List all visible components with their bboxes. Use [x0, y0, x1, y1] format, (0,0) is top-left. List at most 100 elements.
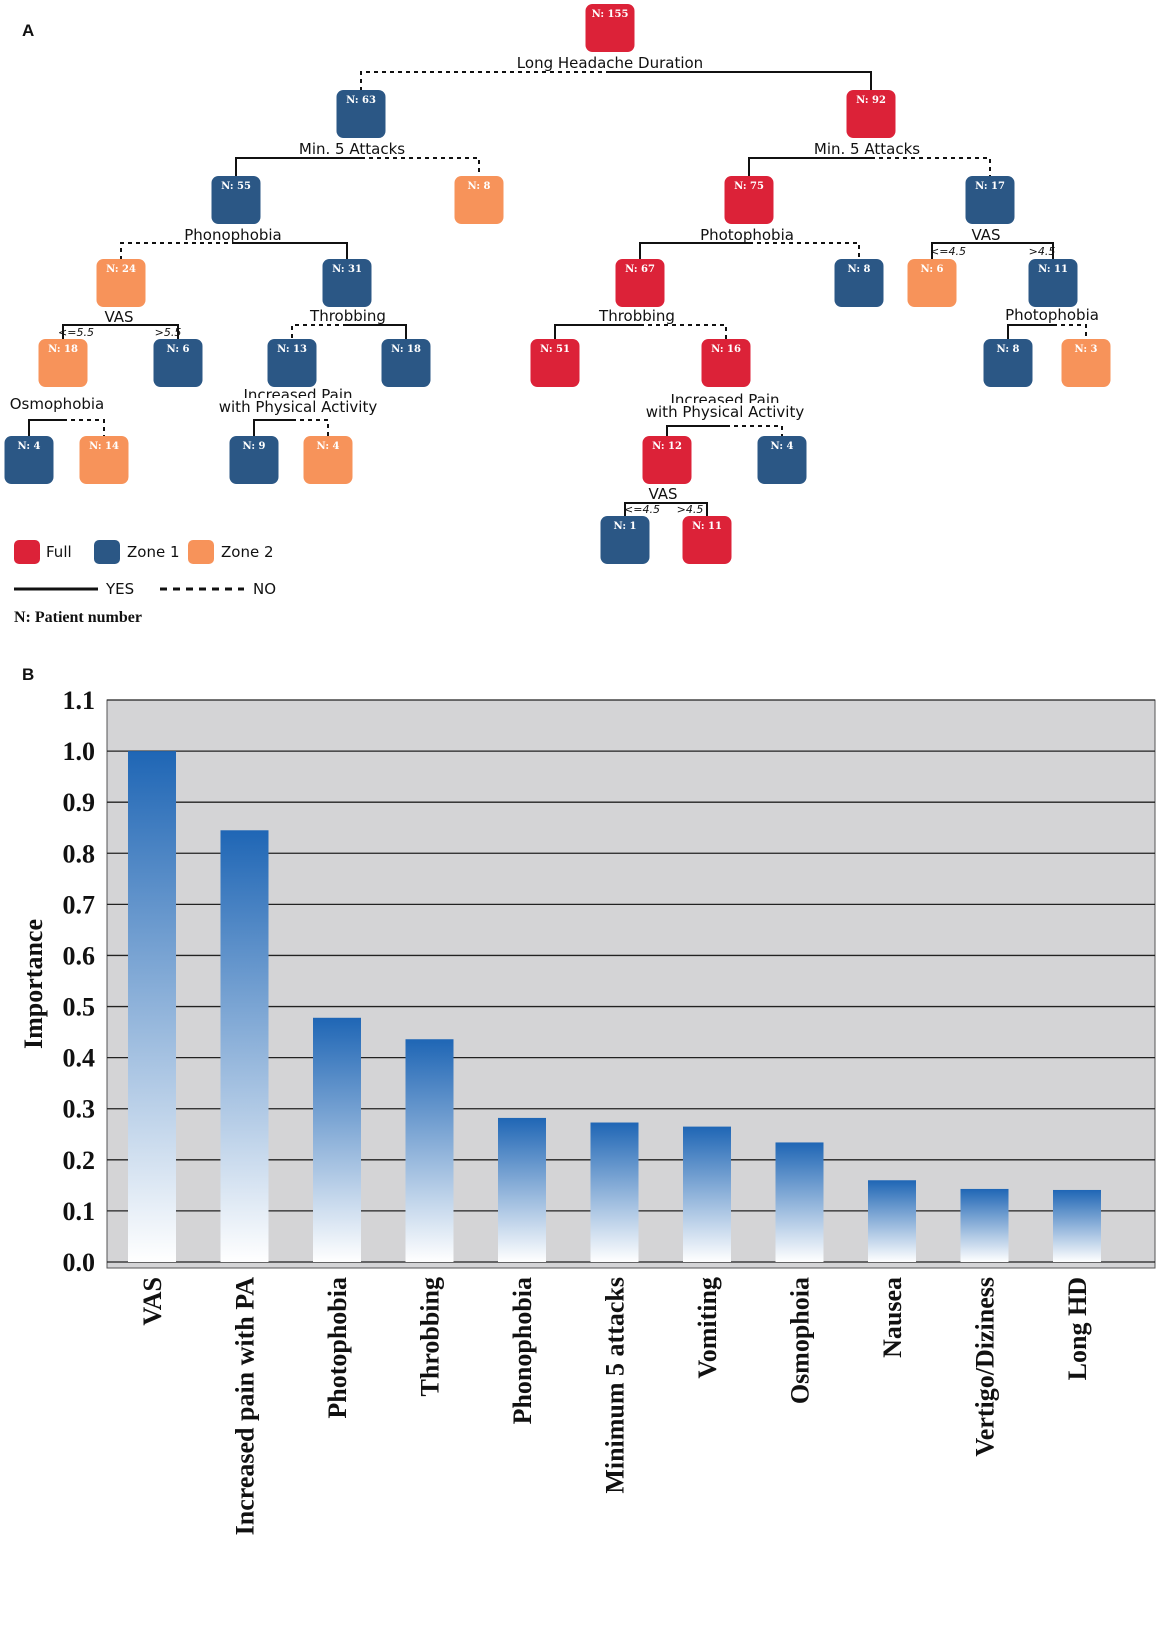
y-tick-label: 0.1	[63, 1197, 96, 1226]
tree-node: N: 17	[965, 176, 1015, 224]
tree-edge-left	[639, 242, 749, 259]
split-label: VAS	[648, 485, 677, 503]
tree-node-box	[381, 339, 431, 387]
tree-edge-right	[121, 324, 179, 339]
tree-node: N: 13	[267, 339, 317, 387]
x-category-labels: VAS Increased pain with PA Photophobia Thro…	[138, 1277, 1092, 1536]
split-label: Throbbing	[309, 307, 386, 325]
split-label-bg	[596, 307, 677, 323]
y-tick-label: 0.7	[63, 890, 96, 919]
tree-node-box	[454, 176, 504, 224]
split-label: VAS	[104, 308, 133, 326]
x-category-label: Nausea	[878, 1277, 907, 1358]
y-tick-label: 0.8	[63, 839, 96, 868]
tree-node-label: N: 67	[625, 264, 655, 275]
tree-node: N: 6	[153, 339, 203, 387]
tree-node: N: 75	[724, 176, 774, 224]
tree-edge-right	[667, 502, 708, 516]
tree-edge-right	[347, 324, 407, 339]
y-tick-label: 0.5	[63, 993, 96, 1022]
split-label: with Physical Activity	[219, 398, 378, 416]
legend-no-label: NO	[253, 580, 276, 598]
tree-node-label: N: 92	[856, 95, 886, 106]
tree-node-box	[701, 339, 751, 387]
legend-full-swatch	[14, 540, 40, 564]
tree-node-box	[600, 516, 650, 564]
split-label: VAS	[971, 226, 1000, 244]
x-category-label: Increased pain with PA	[231, 1277, 260, 1536]
tree-edge-left	[624, 502, 667, 516]
y-tick-label: 0.2	[63, 1146, 96, 1175]
tree-node-label: N: 4	[317, 441, 340, 452]
bar	[1053, 1189, 1101, 1262]
tree-node-label: N: 13	[277, 344, 307, 355]
tree-node-box	[1028, 259, 1078, 307]
bar	[313, 1017, 361, 1262]
tree-edge-left	[291, 324, 347, 339]
bar	[498, 1117, 546, 1262]
tree-node: N: 9	[229, 436, 279, 484]
tree-node: N: 63	[336, 90, 386, 138]
threshold-label: >5.5	[155, 326, 182, 339]
tree-edges	[28, 71, 1087, 516]
split-label: Phonophobia	[184, 226, 282, 244]
tree-node-label: N: 17	[975, 181, 1005, 192]
tree-node: N: 67	[615, 259, 665, 307]
bar	[220, 830, 269, 1262]
legend-zone2-label: Zone 2	[221, 543, 274, 561]
tree-node: N: 24	[96, 259, 146, 307]
tree-node: N: 11	[1028, 259, 1078, 307]
y-tick-label: 0.6	[63, 941, 96, 970]
split-label-bg	[182, 226, 284, 242]
tree-node: N: 12	[642, 436, 692, 484]
tree-node: N: 4	[303, 436, 353, 484]
legend-zone1-swatch	[94, 540, 120, 564]
tree-node: N: 92	[846, 90, 896, 138]
y-tick-label: 1.0	[63, 737, 96, 766]
tree-edge-right	[640, 324, 727, 339]
tree-edge-right	[63, 419, 105, 436]
tree-edge-left	[120, 242, 236, 259]
tree-node: N: 6	[907, 259, 957, 307]
bar	[775, 1142, 824, 1262]
split-label-bg	[1003, 306, 1101, 322]
y-tick-label: 0.0	[63, 1248, 96, 1277]
tree-edge-right	[1053, 324, 1087, 339]
tree-node-box	[834, 259, 884, 307]
split-label-bg	[7, 395, 107, 411]
tree-node: N: 16	[701, 339, 751, 387]
tree-node: N: 4	[757, 436, 807, 484]
tree-node-label: N: 24	[106, 264, 136, 275]
tree-edge-left	[1007, 324, 1053, 339]
importance-chart: B 0.0 0.1 0.2 0.3 0.4 0.5 0.6 0.7 0.8 0.9 1.0 1.1 V…	[19, 665, 1156, 1536]
tree-node-box	[965, 176, 1015, 224]
split-label-bg	[514, 54, 706, 70]
tree-node-box	[322, 259, 372, 307]
tree-edge-right	[749, 242, 860, 259]
tree-edge-right	[361, 157, 480, 176]
split-label-bg	[643, 403, 807, 419]
tree-edge-left	[360, 71, 610, 90]
tree-split-labels: Long Headache Duration Min. 5 Attacks Min.…	[7, 54, 1101, 516]
tree-node-box	[642, 436, 692, 484]
tree-node-label: N: 6	[921, 264, 944, 275]
panel-b-letter: B	[22, 665, 34, 684]
tree-node-box	[907, 259, 957, 307]
split-label-bg	[811, 140, 923, 156]
tree-node-label: N: 16	[711, 344, 741, 355]
y-tick-label: 0.9	[63, 788, 96, 817]
split-label-bg	[698, 226, 796, 242]
tree-node-box	[336, 90, 386, 138]
tree-node: N: 8	[834, 259, 884, 307]
tree-node-box	[4, 436, 54, 484]
tree-node-label: N: 18	[391, 344, 421, 355]
split-label-bg	[102, 308, 136, 324]
threshold-label: >4.5	[677, 503, 704, 516]
tree-node-box	[153, 339, 203, 387]
tree-node: N: 18	[381, 339, 431, 387]
split-label-bg	[307, 307, 388, 323]
bar	[683, 1126, 731, 1262]
tree-node-label: N: 55	[221, 181, 251, 192]
tree-node-box	[38, 339, 88, 387]
bar	[405, 1039, 454, 1262]
